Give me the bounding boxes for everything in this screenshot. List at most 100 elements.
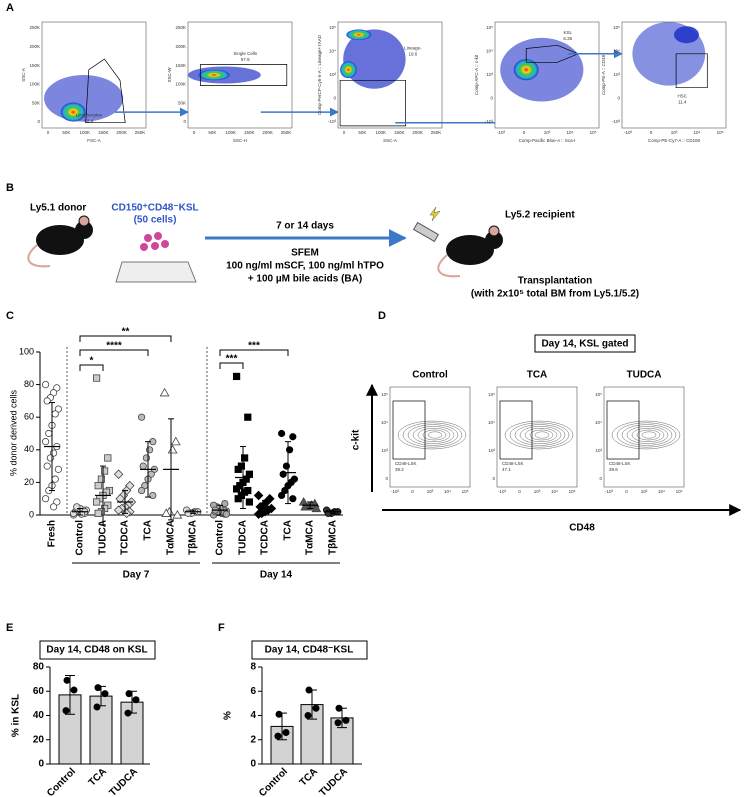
panel-label: F bbox=[218, 622, 225, 634]
x-tick-label: 10⁴ bbox=[658, 489, 665, 494]
contour bbox=[402, 422, 463, 448]
y-tick-label: 10⁴ bbox=[329, 49, 336, 54]
y-tick-label: 10³ bbox=[488, 448, 495, 453]
y-axis-label: % donor derived cells bbox=[8, 389, 18, 476]
y-tick-label: 200K bbox=[175, 44, 186, 49]
data-point bbox=[49, 503, 58, 511]
data-point bbox=[97, 475, 105, 483]
x-tick-label: 10⁵ bbox=[569, 489, 576, 494]
x-tick-label: TUDCA bbox=[238, 520, 249, 555]
x-tick-label: TαMCA bbox=[166, 520, 177, 555]
data-point bbox=[334, 719, 342, 727]
x-tick-label: -10³ bbox=[605, 489, 614, 494]
y-tick-label: 50K bbox=[178, 100, 186, 105]
x-axis-label: SSC-A bbox=[383, 138, 397, 143]
y-tick-label: 10⁵ bbox=[486, 25, 493, 30]
data-point bbox=[51, 410, 59, 418]
group-label: Day 7 bbox=[123, 570, 150, 581]
mouse-tail bbox=[437, 254, 461, 278]
panel-b: B Ly5.1 donor CD150⁺CD48⁻KSL (50 cells) … bbox=[6, 182, 639, 300]
y-tick-label: 80 bbox=[24, 379, 34, 389]
x-tick-label: TCDCA bbox=[260, 520, 271, 555]
cells-label: CD150⁺CD48⁻KSL bbox=[111, 203, 198, 214]
support: (with 2x10⁵ total BM from Ly5.1/5.2) bbox=[471, 289, 639, 300]
x-tick-label: TCA bbox=[87, 766, 109, 788]
data-point bbox=[101, 467, 109, 475]
x-tick-label: 0 bbox=[518, 489, 521, 494]
data-point bbox=[298, 496, 309, 506]
contour bbox=[611, 420, 681, 450]
x-tick-label: 0 bbox=[411, 489, 414, 494]
data-point bbox=[304, 712, 312, 719]
y-tick-label: 0 bbox=[599, 476, 602, 481]
contour bbox=[641, 431, 657, 439]
x-tick-label: -10³ bbox=[391, 489, 400, 494]
gate-label: KSL bbox=[564, 30, 573, 35]
y-tick-label: 10⁴ bbox=[486, 49, 493, 54]
panel-label: C bbox=[6, 310, 14, 322]
x-tick-label: Control bbox=[257, 766, 290, 797]
contour bbox=[509, 422, 570, 448]
y-axis-label: Comp-PerCP-Cy5-5-A :: Lineage+7AAD bbox=[317, 34, 322, 115]
contour bbox=[519, 426, 562, 444]
x-tick-label: TβMCA bbox=[328, 520, 339, 555]
x-tick-label: 0 bbox=[625, 489, 628, 494]
mouse bbox=[36, 225, 84, 255]
significance-bracket bbox=[219, 362, 244, 369]
recipient-label: Ly5.2 recipient bbox=[505, 210, 575, 221]
x-tick-label: Fresh bbox=[47, 520, 58, 547]
syringe bbox=[412, 221, 440, 243]
x-tick-label: 150K bbox=[244, 130, 255, 135]
x-tick-label: 150K bbox=[98, 130, 109, 135]
y-tick-label: 40 bbox=[24, 444, 34, 454]
panel-label: A bbox=[6, 2, 14, 14]
contour bbox=[621, 424, 673, 446]
data-point bbox=[124, 709, 132, 717]
data-point bbox=[161, 508, 172, 517]
contour bbox=[422, 429, 447, 441]
data-point bbox=[172, 509, 183, 519]
data-point bbox=[282, 462, 290, 470]
y-tick-label: 0 bbox=[183, 119, 186, 124]
data-point bbox=[275, 710, 283, 718]
cell-cluster bbox=[140, 232, 169, 251]
bile-acids: + 100 µM bile acids (BA) bbox=[248, 274, 362, 285]
data-point bbox=[93, 498, 101, 506]
y-tick-label: 10³ bbox=[381, 448, 388, 453]
y-tick-label: 0 bbox=[385, 476, 388, 481]
mouse-tail bbox=[27, 244, 51, 268]
contour bbox=[616, 422, 677, 448]
gate-label: CD48-LSK bbox=[609, 461, 631, 466]
contour bbox=[514, 424, 566, 446]
data-point bbox=[245, 498, 253, 506]
significance-bracket bbox=[79, 335, 172, 342]
plot-title: TUDCA bbox=[627, 370, 662, 381]
gate bbox=[392, 400, 426, 460]
x-tick-label: TβMCA bbox=[188, 520, 199, 555]
y-axis-label: % in KSL bbox=[11, 694, 22, 737]
data-point bbox=[335, 704, 343, 712]
data-point bbox=[342, 716, 350, 724]
y-tick-label: 0 bbox=[490, 96, 493, 101]
x-tick-label: 200K bbox=[116, 130, 127, 135]
chart-title: Day 14, CD48 on KSL bbox=[46, 645, 147, 656]
gate-label: Lineage- bbox=[404, 46, 422, 51]
contour bbox=[529, 429, 554, 441]
significance-label: **** bbox=[106, 341, 122, 352]
x-tick-label: 250K bbox=[135, 130, 146, 135]
data-point bbox=[240, 454, 249, 462]
panel-label: B bbox=[6, 182, 14, 194]
data-point bbox=[232, 485, 241, 493]
data-point bbox=[138, 413, 146, 421]
y-tick-label: 60 bbox=[33, 686, 45, 697]
data-point bbox=[93, 703, 101, 711]
x-tick-label: TCA bbox=[298, 766, 320, 788]
data-point bbox=[132, 696, 140, 704]
contour bbox=[636, 429, 661, 441]
data-point bbox=[53, 384, 61, 392]
x-tick-label: -10³ bbox=[624, 130, 633, 135]
x-tick-label: TUDCA bbox=[317, 766, 350, 797]
data-point bbox=[244, 413, 252, 421]
data-point bbox=[170, 436, 181, 446]
